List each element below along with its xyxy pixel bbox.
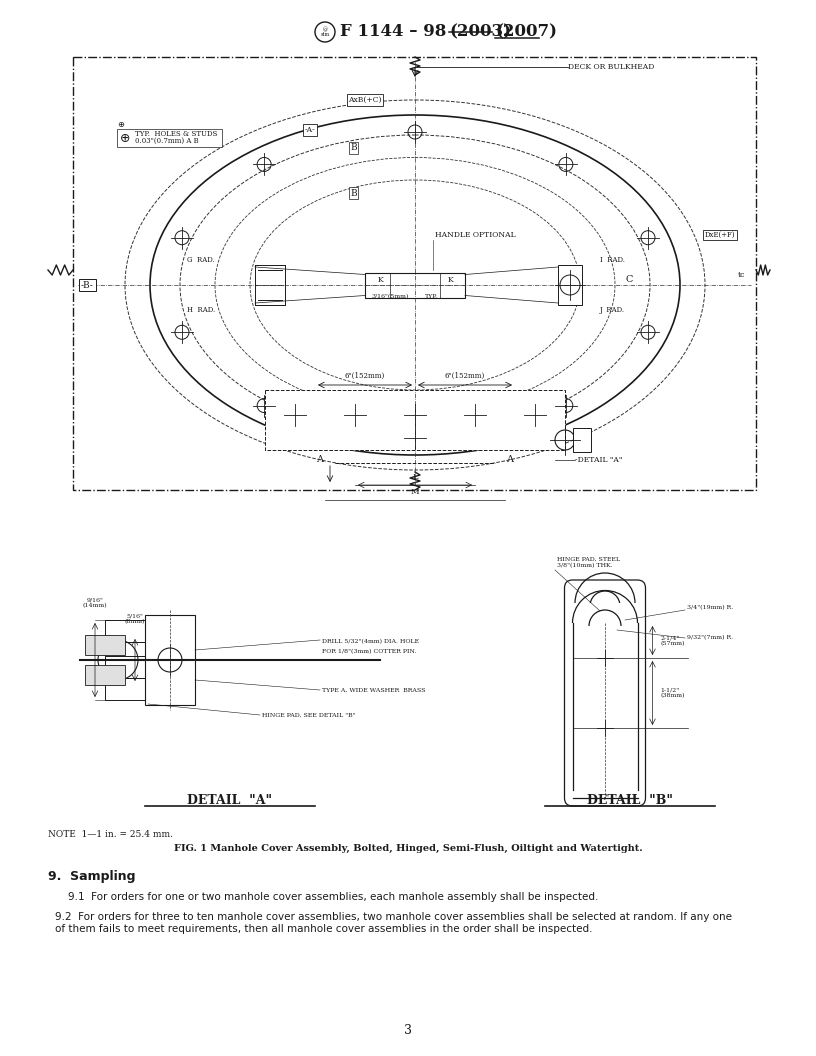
Text: 9.2  For orders for three to ten manhole cover assemblies, two manhole cover ass: 9.2 For orders for three to ten manhole … <box>55 912 732 934</box>
Text: 5/16"
(8mm): 5/16" (8mm) <box>125 614 145 624</box>
Text: K: K <box>447 276 453 284</box>
Text: HINGE PAD, STEEL
3/8"(10mm) THK.: HINGE PAD, STEEL 3/8"(10mm) THK. <box>557 557 620 568</box>
Bar <box>105 642 150 664</box>
Text: DRILL 5/32"(4mm) DIA. HOLE: DRILL 5/32"(4mm) DIA. HOLE <box>322 640 419 644</box>
Text: DxE(+F): DxE(+F) <box>705 231 735 239</box>
Text: K: K <box>377 276 383 284</box>
Bar <box>117 129 222 147</box>
Text: B: B <box>350 189 357 197</box>
Text: tc: tc <box>738 271 745 279</box>
Text: NOTE  1—1 in. = 25.4 mm.: NOTE 1—1 in. = 25.4 mm. <box>48 830 173 840</box>
Text: DETAIL  "B": DETAIL "B" <box>587 793 673 807</box>
Text: TYP.: TYP. <box>425 295 438 300</box>
Text: M: M <box>410 488 419 496</box>
Text: 9.  Sampling: 9. Sampling <box>48 870 135 883</box>
Text: A: A <box>317 455 323 465</box>
Text: ⊕: ⊕ <box>117 120 124 129</box>
Bar <box>105 656 150 678</box>
Text: F 1144 – 98: F 1144 – 98 <box>340 23 452 40</box>
Text: FIG. 1 Manhole Cover Assembly, Bolted, Hinged, Semi-Flush, Oiltight and Watertig: FIG. 1 Manhole Cover Assembly, Bolted, H… <box>174 844 642 853</box>
Text: 9/32"(7mm) R.: 9/32"(7mm) R. <box>687 636 733 641</box>
Text: TYP.  HOLES & STUDS: TYP. HOLES & STUDS <box>135 130 217 138</box>
Text: 2-1/4"
(57mm): 2-1/4" (57mm) <box>660 635 685 646</box>
Bar <box>573 428 591 452</box>
Text: H  RAD.: H RAD. <box>187 306 215 314</box>
Text: 6"(152mm): 6"(152mm) <box>445 372 486 380</box>
Text: (2003): (2003) <box>449 23 511 40</box>
Text: L: L <box>412 473 418 480</box>
Bar <box>558 265 582 305</box>
Text: 3: 3 <box>404 1023 412 1037</box>
Text: HINGE PAD, SEE DETAIL "B": HINGE PAD, SEE DETAIL "B" <box>262 713 356 717</box>
Text: A: A <box>507 455 513 465</box>
Bar <box>85 635 125 655</box>
Text: G  RAD.: G RAD. <box>187 256 215 264</box>
Text: -A-: -A- <box>304 126 315 134</box>
Text: 3/4"(19mm) R.: 3/4"(19mm) R. <box>687 605 734 610</box>
Bar <box>73 57 756 490</box>
Bar <box>265 390 565 450</box>
Text: @
stm: @ stm <box>321 27 330 37</box>
Text: 1-1/2"
(38mm): 1-1/2" (38mm) <box>660 687 685 698</box>
Text: 9/16"
(14mm): 9/16" (14mm) <box>82 597 108 608</box>
Text: TYPE A, WIDE WASHER  BRASS: TYPE A, WIDE WASHER BRASS <box>322 687 425 693</box>
Text: FOR 1/8"(3mm) COTTER PIN.: FOR 1/8"(3mm) COTTER PIN. <box>322 649 416 655</box>
Text: HANDLE OPTIONAL: HANDLE OPTIONAL <box>435 231 516 239</box>
Text: 3/16"(5mm): 3/16"(5mm) <box>371 295 409 300</box>
Bar <box>145 615 195 705</box>
Text: (2007): (2007) <box>495 23 557 40</box>
Text: 6"(152mm): 6"(152mm) <box>345 372 385 380</box>
Text: ⊕: ⊕ <box>120 132 131 145</box>
Text: B: B <box>350 144 357 152</box>
Bar <box>105 678 150 700</box>
Text: J  RAD.: J RAD. <box>600 306 625 314</box>
Text: 9.1  For orders for one or two manhole cover assemblies, each manhole assembly s: 9.1 For orders for one or two manhole co… <box>68 892 598 902</box>
Text: AxB(+C): AxB(+C) <box>348 96 382 103</box>
Text: -B-: -B- <box>81 281 94 289</box>
Text: -DETAIL "A": -DETAIL "A" <box>575 456 623 464</box>
Bar <box>105 620 150 642</box>
Bar <box>365 272 465 298</box>
Text: C: C <box>625 276 632 284</box>
Text: DECK OR BULKHEAD: DECK OR BULKHEAD <box>568 63 654 71</box>
FancyBboxPatch shape <box>565 580 645 806</box>
Bar <box>567 603 642 653</box>
Text: DETAIL  "A": DETAIL "A" <box>188 793 273 807</box>
Text: I  RAD.: I RAD. <box>600 256 625 264</box>
Text: 0.03"(0.7mm) A B: 0.03"(0.7mm) A B <box>135 137 198 145</box>
Bar <box>85 665 125 685</box>
